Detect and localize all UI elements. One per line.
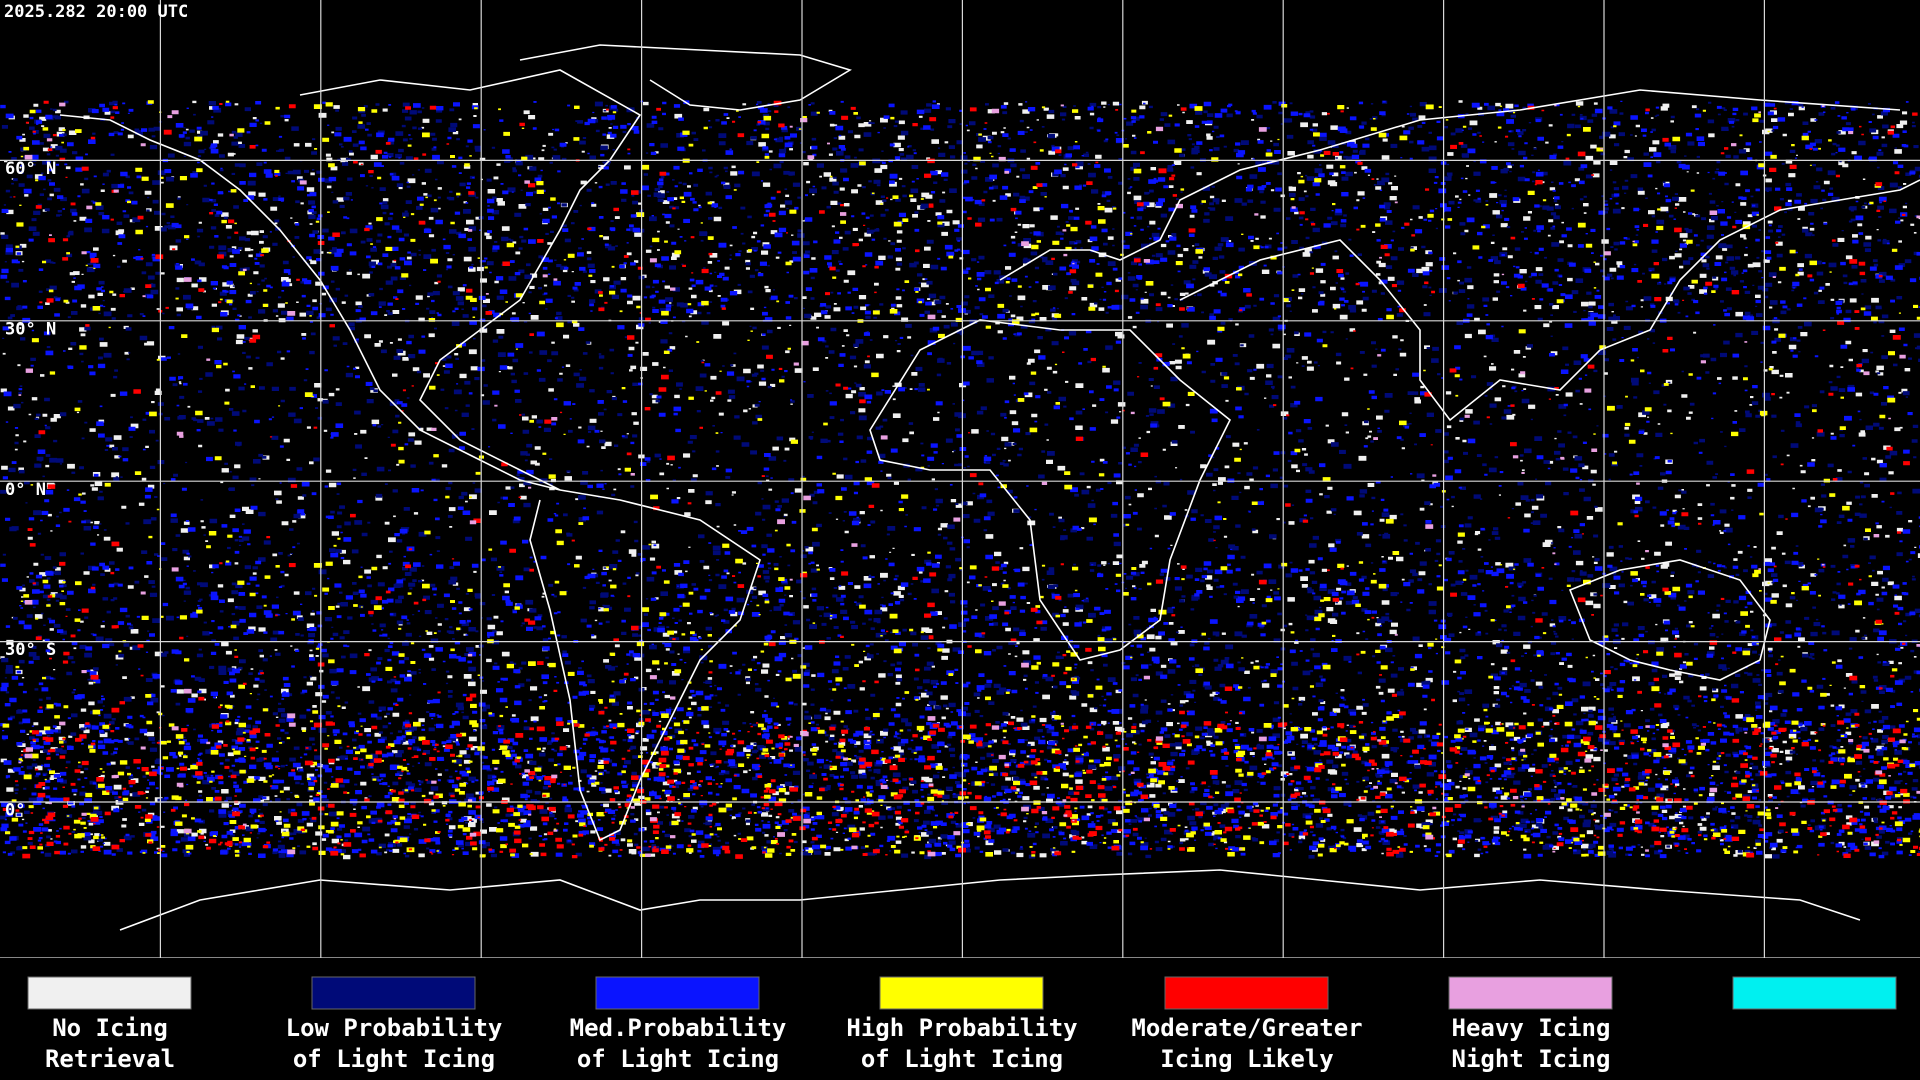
legend-label: Low Probability [286, 1014, 503, 1042]
latitude-label: 30° N [5, 319, 56, 339]
latitude-label: 0° N [5, 480, 46, 500]
coastlines [59, 44, 1920, 931]
legend-label: of Light Icing [577, 1045, 779, 1073]
legend-swatch [311, 976, 476, 1010]
graticule: 60° N 30° N 0° N 30° S 0° [0, 0, 1920, 959]
coastline [1179, 179, 1920, 422]
legend-label: of Light Icing [861, 1045, 1063, 1073]
legend-label: High Probability [846, 1014, 1077, 1042]
latitude-label: 0° [5, 801, 25, 821]
legend-label: No Icing [52, 1014, 168, 1042]
coastline [869, 319, 1232, 661]
legend: No Icing Retrieval Low Probability of Light… [27, 976, 1897, 1073]
coastline [1568, 559, 1771, 681]
icing-pixels [0, 100, 1920, 859]
coastline [119, 869, 1861, 931]
coastline [59, 69, 642, 491]
legend-label: of Light Icing [293, 1045, 495, 1073]
legend-swatch [1732, 976, 1897, 1010]
coastline [519, 44, 852, 111]
legend-swatch [879, 976, 1044, 1010]
legend-swatch [1448, 976, 1613, 1010]
latitude-label: 60° N [5, 159, 56, 179]
legend-label: Heavy Icing [1452, 1014, 1611, 1042]
legend-label: Med.Probability [570, 1014, 787, 1042]
legend-label: Retrieval [45, 1045, 175, 1073]
legend-label: Night Icing [1452, 1045, 1611, 1073]
legend-swatch [27, 976, 192, 1010]
timestamp: 2025.282 20:00 UTC [4, 2, 188, 22]
coastline [999, 89, 1901, 281]
coastline [529, 489, 761, 842]
icing-field [0, 100, 1920, 860]
latitude-label: 30° S [5, 640, 56, 660]
icing-pixels [0, 100, 1920, 860]
legend-swatch [1164, 976, 1329, 1010]
legend-label: Icing Likely [1160, 1045, 1333, 1073]
legend-label: Moderate/Greater [1131, 1014, 1362, 1042]
legend-swatch [595, 976, 760, 1010]
